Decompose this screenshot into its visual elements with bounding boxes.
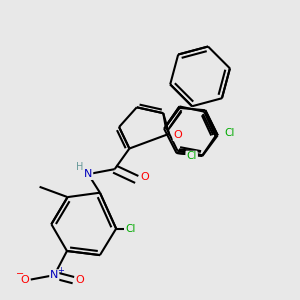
Text: O: O bbox=[174, 130, 182, 140]
Text: Cl: Cl bbox=[186, 152, 197, 161]
Text: O: O bbox=[141, 172, 149, 182]
Text: Cl: Cl bbox=[187, 153, 197, 163]
Text: Cl: Cl bbox=[225, 128, 235, 138]
Text: H: H bbox=[76, 162, 84, 172]
Text: Cl: Cl bbox=[125, 224, 136, 234]
Text: N: N bbox=[50, 270, 58, 280]
Text: −: − bbox=[16, 269, 24, 279]
Text: +: + bbox=[57, 266, 64, 275]
Text: N: N bbox=[84, 169, 92, 179]
Text: O: O bbox=[76, 275, 84, 285]
Text: O: O bbox=[20, 274, 28, 285]
